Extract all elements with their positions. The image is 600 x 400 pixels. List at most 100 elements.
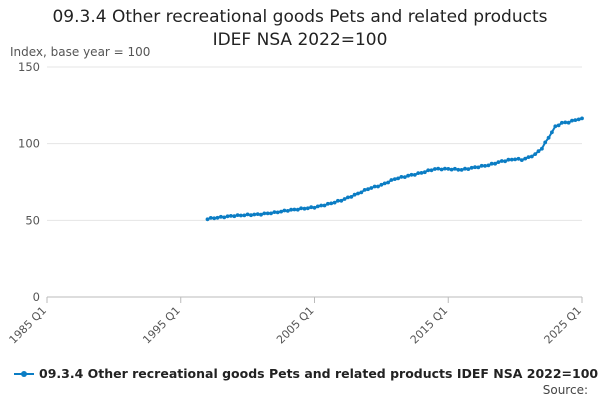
data-point[interactable] (249, 213, 253, 218)
data-point[interactable] (453, 166, 457, 171)
data-point[interactable] (362, 188, 367, 192)
data-point[interactable] (279, 209, 283, 214)
data-point[interactable] (576, 117, 581, 122)
data-point[interactable] (219, 214, 223, 219)
data-point[interactable] (499, 159, 504, 163)
data-point[interactable] (546, 135, 551, 140)
data-point[interactable] (215, 215, 220, 220)
data-point[interactable] (426, 168, 431, 173)
data-point[interactable] (513, 157, 517, 162)
data-point[interactable] (352, 192, 357, 197)
data-point[interactable] (212, 216, 217, 221)
data-point[interactable] (292, 207, 297, 212)
data-point[interactable] (553, 124, 558, 129)
data-point[interactable] (235, 213, 240, 218)
data-point[interactable] (229, 214, 233, 218)
data-point[interactable] (366, 187, 370, 192)
data-point[interactable] (506, 157, 511, 162)
data-point[interactable] (412, 173, 417, 177)
data-point[interactable] (382, 181, 387, 186)
data-point[interactable] (295, 207, 300, 212)
data-point[interactable] (523, 156, 528, 161)
data-point[interactable] (540, 146, 544, 151)
data-point[interactable] (486, 163, 491, 168)
data-point[interactable] (580, 116, 584, 121)
data-point[interactable] (289, 207, 293, 212)
data-point[interactable] (479, 163, 484, 168)
data-point[interactable] (309, 205, 314, 210)
data-point[interactable] (409, 172, 414, 177)
data-point[interactable] (550, 130, 554, 135)
data-point[interactable] (473, 165, 477, 170)
data-point[interactable] (272, 210, 277, 215)
data-point[interactable] (573, 118, 578, 122)
data-point[interactable] (466, 167, 471, 172)
data-point[interactable] (446, 167, 451, 171)
data-point[interactable] (463, 166, 467, 171)
data-point[interactable] (319, 203, 324, 208)
data-point[interactable] (239, 213, 243, 218)
data-point[interactable] (329, 201, 334, 206)
data-point[interactable] (396, 176, 400, 181)
data-point[interactable] (389, 178, 394, 182)
data-point[interactable] (342, 197, 347, 201)
data-point[interactable] (255, 212, 260, 217)
data-point[interactable] (262, 211, 267, 216)
data-point[interactable] (456, 167, 461, 172)
data-point[interactable] (305, 206, 310, 211)
data-point[interactable] (386, 180, 390, 185)
data-point[interactable] (245, 212, 250, 217)
data-point[interactable] (416, 171, 421, 176)
data-point[interactable] (322, 203, 327, 208)
data-point[interactable] (299, 206, 303, 211)
data-point[interactable] (536, 149, 541, 154)
data-point[interactable] (379, 182, 384, 187)
data-point[interactable] (489, 161, 494, 166)
data-point[interactable] (339, 198, 344, 203)
data-point[interactable] (356, 191, 360, 196)
data-point[interactable] (302, 206, 307, 211)
data-point[interactable] (392, 177, 397, 182)
data-point[interactable] (399, 175, 404, 179)
data-point[interactable] (436, 166, 441, 171)
data-point[interactable] (433, 167, 437, 171)
data-point[interactable] (376, 184, 380, 189)
data-point[interactable] (232, 214, 237, 219)
data-point[interactable] (369, 186, 374, 190)
data-point[interactable] (208, 216, 213, 220)
data-point[interactable] (359, 190, 364, 195)
data-point[interactable] (259, 212, 263, 217)
data-point[interactable] (556, 123, 561, 128)
data-point[interactable] (483, 164, 487, 168)
data-point[interactable] (533, 152, 538, 157)
data-point[interactable] (242, 213, 247, 218)
data-point[interactable] (282, 208, 287, 213)
data-point[interactable] (519, 158, 524, 163)
data-point[interactable] (349, 195, 354, 199)
data-point[interactable] (222, 215, 227, 220)
data-point[interactable] (493, 161, 497, 166)
data-point[interactable] (543, 140, 548, 145)
data-point[interactable] (422, 170, 427, 175)
data-point[interactable] (275, 210, 280, 215)
data-point[interactable] (332, 200, 337, 205)
data-point[interactable] (529, 154, 534, 159)
data-point[interactable] (265, 211, 270, 216)
data-point[interactable] (252, 212, 257, 217)
data-point[interactable] (406, 173, 410, 178)
data-point[interactable] (509, 157, 514, 162)
data-point[interactable] (205, 217, 210, 222)
data-point[interactable] (476, 165, 481, 170)
data-point[interactable] (402, 175, 407, 180)
data-point[interactable] (503, 159, 507, 164)
data-point[interactable] (496, 160, 501, 165)
data-point[interactable] (469, 165, 474, 170)
data-point[interactable] (326, 201, 330, 206)
data-point[interactable] (526, 155, 531, 160)
data-point[interactable] (449, 167, 454, 172)
data-point[interactable] (563, 120, 568, 125)
data-point[interactable] (439, 167, 444, 172)
data-point[interactable] (429, 168, 434, 173)
data-point[interactable] (336, 198, 340, 203)
data-point[interactable] (372, 184, 377, 189)
